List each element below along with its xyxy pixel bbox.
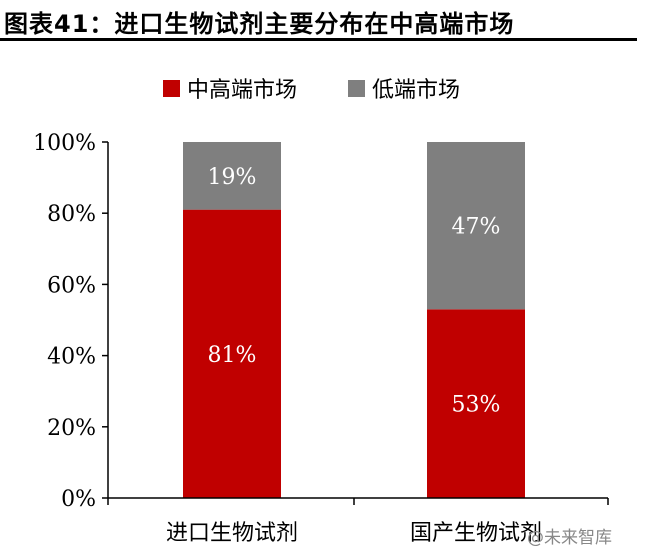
x-tick-label: 进口生物试剂 — [166, 521, 298, 546]
data-label: 47% — [452, 215, 501, 240]
y-tick-label: 100% — [33, 131, 96, 156]
y-tick-label: 80% — [47, 202, 96, 227]
data-label: 81% — [208, 343, 257, 368]
bar-segment-high-end-0 — [183, 209, 281, 498]
watermark: @未来智库 — [527, 528, 612, 548]
data-label: 53% — [452, 393, 501, 418]
x-tick-label: 国产生物试剂 — [410, 521, 542, 546]
legend-label: 低端市场 — [372, 78, 460, 103]
bar-segment-low-end-1 — [427, 142, 525, 310]
bar-segment-high-end-1 — [427, 309, 525, 498]
title-underline — [0, 38, 637, 41]
figure-title: 图表41：进口生物试剂主要分布在中高端市场 — [4, 10, 515, 38]
bars: 81% 19% 53% 47% — [183, 142, 525, 498]
axes: 0% 20% 40% 60% 80% 100% 进口生物试剂 国产生物试剂 — [33, 131, 609, 546]
legend-swatch — [348, 80, 365, 97]
data-label: 19% — [208, 165, 257, 190]
legend: 中高端市场 低端市场 — [163, 78, 460, 103]
legend-label: 中高端市场 — [187, 78, 297, 103]
legend-swatch — [163, 80, 180, 97]
y-tick-label: 20% — [47, 416, 96, 441]
title-bar: 图表41：进口生物试剂主要分布在中高端市场 — [0, 0, 655, 41]
y-tick-label: 0% — [61, 487, 96, 512]
bar-segment-low-end-0 — [183, 142, 281, 210]
y-tick-label: 60% — [47, 273, 96, 298]
y-tick-label: 40% — [47, 345, 96, 370]
